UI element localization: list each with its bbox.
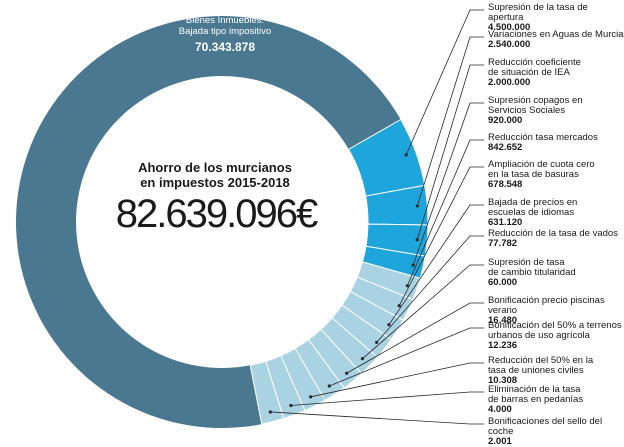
leader-line bbox=[412, 102, 484, 266]
side-label-value: 2.000.000 bbox=[488, 77, 531, 88]
side-label-text: Bonificaciones del sello del coche bbox=[488, 416, 603, 437]
side-label: Ampliación de cuota cero en la tasa de ba… bbox=[488, 160, 624, 190]
leader-dot bbox=[387, 323, 391, 327]
main-slice-value: 70.343.878 bbox=[194, 40, 256, 54]
side-label-text: de situación de IEA bbox=[488, 67, 570, 78]
donut-slice bbox=[249, 360, 285, 425]
leader-dot bbox=[375, 340, 379, 345]
leader-line bbox=[388, 204, 484, 325]
leader-line bbox=[329, 327, 484, 387]
side-label: Reducción tasa mercados 842.652 bbox=[488, 133, 624, 153]
main-slice-label-line: Bajada tipo impositivo bbox=[178, 26, 272, 37]
leader-dot bbox=[415, 204, 419, 208]
leader-dot bbox=[397, 304, 401, 308]
side-label-text: Bajada de precios en bbox=[488, 197, 578, 208]
leader-line bbox=[416, 36, 484, 207]
side-label-text: Bonificación del 50% a terrenos bbox=[488, 320, 622, 331]
side-label: Bajada de precios en escuelas de idiomas 6… bbox=[488, 198, 624, 228]
leader-line bbox=[310, 362, 484, 398]
side-label-text: Reducción de la tasa de vados bbox=[488, 228, 618, 239]
side-label-text: Reducción coeficiente bbox=[488, 57, 581, 68]
side-label: Bonificación precio piscinas verano 16.48… bbox=[488, 296, 624, 326]
side-label-text: Reducción del 50% en la bbox=[488, 355, 594, 366]
side-label-text: Supresión de tasa bbox=[488, 257, 565, 268]
side-label-text: tasa de uniones civiles bbox=[488, 365, 584, 376]
leader-line bbox=[416, 64, 484, 240]
leader-dot bbox=[268, 410, 272, 414]
side-label-value: 631.120 bbox=[488, 217, 523, 228]
main-slice-label: Impuesto sobre Bienes Inmuebles. Bajada … bbox=[150, 4, 300, 37]
side-label-value: 60.000 bbox=[488, 277, 518, 288]
side-label: Eliminación de la tasa de barras en pedan… bbox=[488, 385, 624, 415]
side-label-value: 2.001 bbox=[488, 436, 512, 447]
side-label-text: urbanos de uso agrícola bbox=[488, 330, 590, 341]
side-label-value: 842.652 bbox=[488, 142, 523, 153]
side-label-text: Supresión de la tasa de apertura bbox=[488, 2, 588, 23]
side-label-text: Reducción tasa mercados bbox=[488, 132, 598, 143]
leader-line bbox=[290, 391, 484, 406]
leader-line bbox=[376, 235, 484, 343]
side-label-text: Supresión copagos en bbox=[488, 95, 583, 106]
main-slice-label-line: Bienes Inmuebles. bbox=[185, 15, 265, 26]
side-label: Bonificaciones del sello del coche 2.001 bbox=[488, 417, 624, 447]
side-label-value: 77.782 bbox=[488, 238, 518, 249]
side-label-text: de cambio titularidad bbox=[488, 267, 576, 278]
leader-line bbox=[270, 411, 484, 425]
side-label-text: de barras en pedanías bbox=[488, 394, 584, 405]
side-label: Bonificación del 50% a terrenos urbanos d… bbox=[488, 321, 624, 351]
side-label-value: 920.000 bbox=[488, 115, 523, 126]
side-label-value: 16.480 bbox=[488, 315, 518, 326]
leader-dot bbox=[405, 284, 409, 288]
total-amount: 82.639.096€ bbox=[115, 192, 318, 236]
leader-dot bbox=[360, 357, 365, 361]
chart-title-line-2: en impuestos 2015-2018 bbox=[140, 175, 290, 190]
leader-dot bbox=[345, 371, 349, 375]
leader-lines bbox=[268, 9, 484, 425]
leader-line bbox=[405, 9, 484, 156]
leader-line bbox=[362, 264, 484, 359]
donut-slices bbox=[15, 16, 429, 428]
leader-dot bbox=[289, 403, 293, 408]
chart-title-line-1: Ahorro de los murcianos bbox=[138, 160, 292, 175]
side-label-value: 4.500.000 bbox=[488, 22, 531, 33]
side-label-value: 2.540.000 bbox=[488, 39, 531, 50]
side-label: Reducción del 50% en la tasa de uniones c… bbox=[488, 356, 624, 386]
leader-dot bbox=[309, 395, 313, 399]
side-label: Reducción de la tasa de vados 77.782 bbox=[488, 229, 624, 249]
side-label-value: 10.308 bbox=[488, 375, 518, 386]
side-label: Reducción coeficiente de situación de IEA… bbox=[488, 58, 624, 88]
donut-slice bbox=[15, 16, 401, 428]
side-label: Supresión de tasa de cambio titularidad 60… bbox=[488, 258, 624, 288]
leader-line bbox=[398, 166, 484, 306]
side-label-text: Bonificación precio piscinas verano bbox=[488, 295, 605, 316]
side-label: Supresión de la tasa de apertura 4.500.00… bbox=[488, 3, 624, 33]
leader-dot bbox=[404, 153, 408, 157]
side-label-text: Variaciones en Aguas de Murcia bbox=[488, 29, 624, 40]
side-label-text: Eliminación de la tasa bbox=[488, 384, 581, 395]
leader-dot bbox=[327, 384, 331, 388]
side-label: Supresión copagos en Servicios Sociales 92… bbox=[488, 96, 624, 126]
leader-line bbox=[406, 139, 484, 286]
side-label-text: escuelas de idiomas bbox=[488, 207, 575, 218]
leader-line bbox=[346, 302, 484, 374]
side-label: Variaciones en Aguas de Murcia 2.540.000 bbox=[488, 30, 624, 50]
leader-dot bbox=[415, 238, 419, 242]
leader-dot bbox=[411, 263, 415, 267]
main-slice-label-line: Impuesto sobre bbox=[192, 4, 258, 15]
side-label-value: 678.548 bbox=[488, 179, 523, 190]
side-label-text: Ampliación de cuota cero bbox=[488, 159, 595, 170]
side-label-value: 12.236 bbox=[488, 340, 518, 351]
side-label-text: en la tasa de basuras bbox=[488, 169, 579, 180]
side-label-text: Servicios Sociales bbox=[488, 105, 566, 116]
side-label-value: 4.000 bbox=[488, 404, 512, 415]
